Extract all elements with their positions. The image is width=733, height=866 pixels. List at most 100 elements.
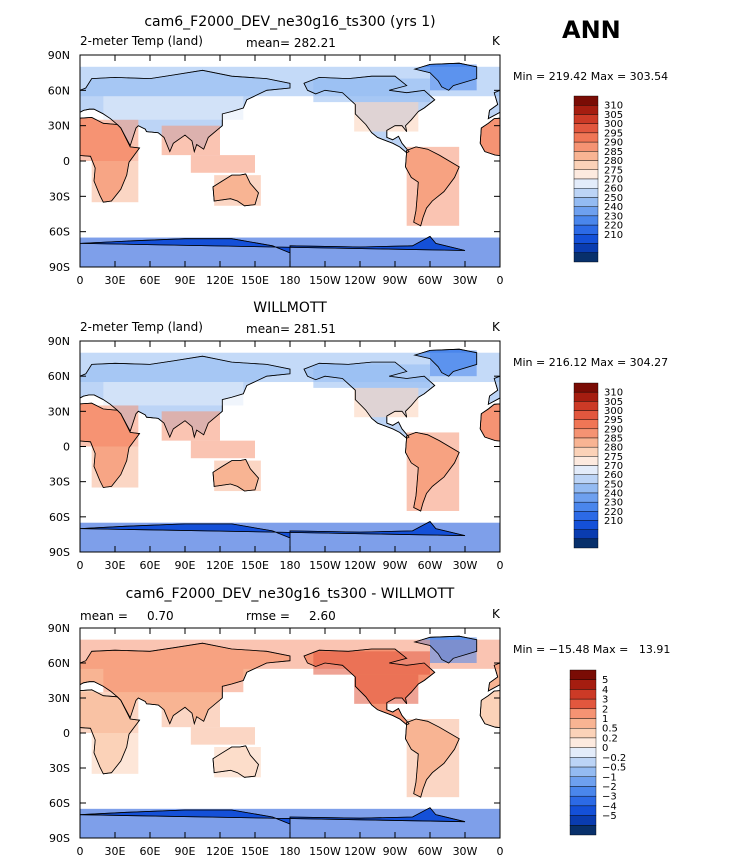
colorbar-cell [573,234,599,244]
continent-africa [479,403,500,442]
colorbar-cell [573,538,599,549]
coastline-greenland [413,62,478,91]
y-tick-label: 90S [49,832,70,845]
colorbar-cell [573,105,599,115]
colorbar-cell [573,456,599,466]
coastline-australia [212,458,259,492]
region-usa [354,674,419,704]
coastline-antarctica [80,520,466,552]
coastline-australia [212,745,259,778]
colorbar-cell [569,689,597,700]
x-tick-label: 0 [497,845,504,858]
x-tick-label: 120E [206,845,234,858]
y-tick-label: 60N [48,370,70,383]
y-tick-label: 30N [48,692,70,705]
coastline-africa [80,116,141,203]
colorbar-label: 305 [604,397,623,408]
colorbar-cell [569,698,597,710]
colorbar-label: −3 [602,792,617,803]
coastline-north-america [724,362,733,438]
map-panel-2: 0 30E 60E 90E 120E 150E 180 150W 120W 90W 60W 30W 09… [48,335,733,572]
x-tick-label: 180 [280,274,301,287]
colorbar-cell [569,747,597,758]
region-greenland [430,350,477,377]
colorbar-cell [573,252,599,263]
coastline-antarctica [499,242,500,244]
colorbar-label: 290 [604,138,623,149]
colorbar-2: 3103053002952902852802752702602502402302… [573,382,623,549]
panel-2-title: WILLMOTT [253,300,327,316]
x-tick-label: 30E [105,274,126,287]
colorbar-cell [569,737,597,748]
colorbar-cell [573,529,599,540]
colorbar-cell [569,708,597,719]
colorbar-label: 0 [602,743,608,754]
colorbar-label: 280 [604,443,623,454]
coastline-australia [633,174,679,206]
colorbar-cell [573,243,599,253]
region-south-america [406,719,460,798]
y-tick-label: 30N [48,120,70,133]
colorbar-cell [573,483,599,494]
region-indonesia [190,727,255,745]
x-tick-label: 90W [383,274,408,287]
colorbar-cell [569,728,597,739]
coastline-australia [633,746,679,778]
colorbar-label: 260 [604,184,623,195]
colorbar-cell [569,776,597,787]
colorbar-cell [573,114,599,124]
x-tick-label: 120W [344,274,376,287]
colorbar-label: 210 [604,516,623,527]
panel-3-units: K [492,607,500,621]
panel-3-mean: mean = 0.70 [80,609,174,623]
region-greenland [430,637,477,663]
colorbar-label: 300 [604,119,623,130]
coastline-eurasia [487,662,500,692]
continent-north-america [724,649,733,725]
x-tick-label: 120W [344,559,376,572]
colorbar-label: 210 [604,230,623,241]
panel-3-min-max: Min = −15.48 Max = 13.91 [513,643,671,656]
colorbar-cell [573,520,599,530]
x-tick-label: 0 [497,274,504,287]
colorbar-cell [569,815,597,826]
colorbar-label: −1 [602,772,617,783]
coastline-greenland [413,635,478,664]
x-tick-label: 60E [140,845,161,858]
colorbar-label: −4 [602,801,617,812]
panel-2-mean: mean= 281.51 [246,322,336,336]
x-tick-label: 60W [418,559,443,572]
x-tick-label: 0 [77,845,84,858]
y-tick-label: 0 [63,441,70,454]
x-tick-label: 90W [383,845,408,858]
y-tick-label: 90S [49,546,70,559]
region-south-america [406,146,460,226]
coastline-eurasia [487,375,500,406]
x-tick-label: 30E [105,559,126,572]
continent-australia [633,459,679,491]
colorbar-cell [573,437,599,448]
y-tick-label: 60S [49,226,70,239]
coastline-north-america [724,76,733,153]
colorbar-cell [573,511,599,521]
map-panel-1: 0 30E 60E 90E 120E 150E 180 150W 120W 90W 60W 30W 09… [48,49,733,287]
colorbar-label: 295 [604,128,623,139]
x-tick-label: 0 [77,559,84,572]
y-tick-label: 0 [63,727,70,740]
y-tick-label: 60N [48,657,70,670]
y-tick-label: 60N [48,84,70,97]
colorbar-label: 220 [604,221,623,232]
colorbar-cell [573,215,599,226]
x-tick-label: 90W [383,559,408,572]
colorbar-label: −5 [602,811,617,822]
coastline-north-america [303,361,436,439]
y-tick-label: 90N [48,335,70,348]
colorbar-cell [573,419,599,430]
region-eurasia-mid [103,668,244,693]
continent-africa [479,690,500,728]
coastline-antarctica [80,235,466,267]
region-usa [354,387,419,418]
colorbar-cell [569,679,597,690]
